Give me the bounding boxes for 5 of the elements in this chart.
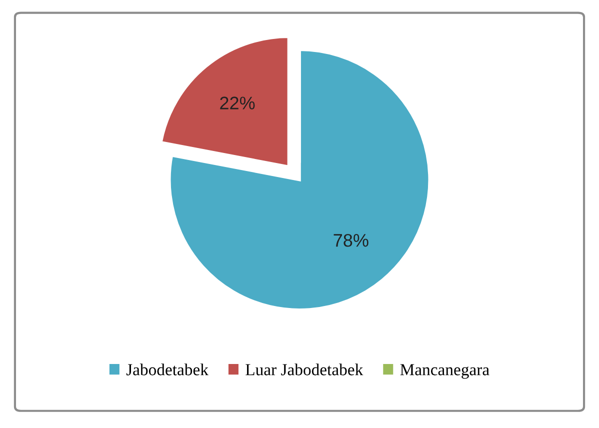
legend-label: Jabodetabek xyxy=(126,364,208,376)
data-label: 78% xyxy=(334,234,368,247)
legend-label: Luar Jabodetabek xyxy=(246,364,364,376)
data-label: 22% xyxy=(220,96,255,110)
legend-label: Mancanegara xyxy=(400,364,490,379)
